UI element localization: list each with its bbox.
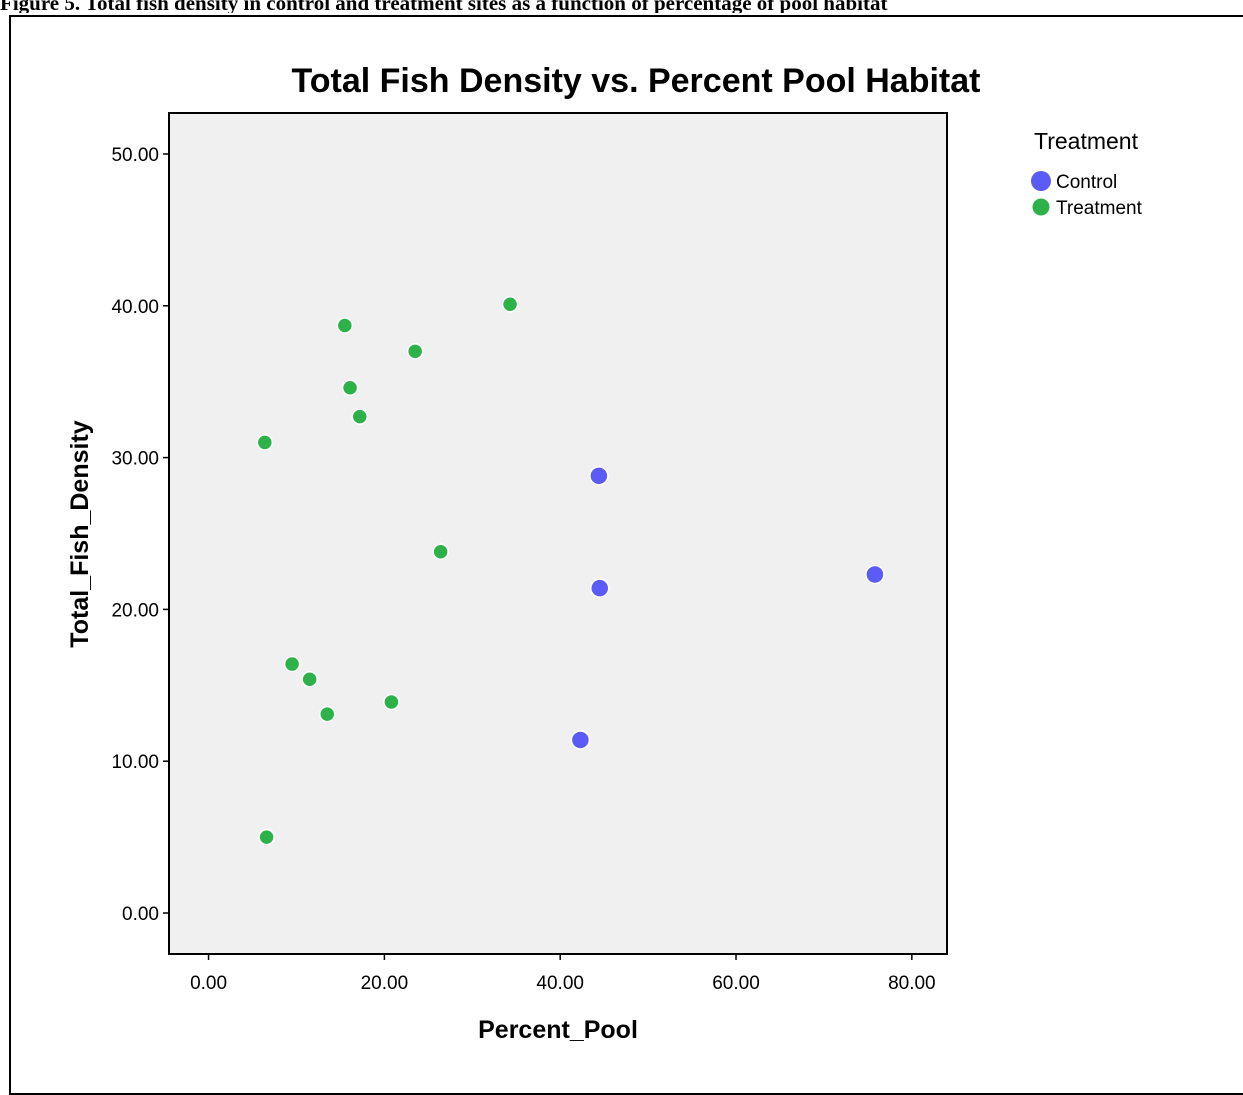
x-tick-label: 80.00: [888, 973, 936, 994]
data-point-treatment: [406, 343, 424, 360]
legend-label-control: Control: [1056, 172, 1117, 193]
data-points: [256, 296, 885, 846]
data-point-control: [865, 564, 885, 585]
data-point-treatment: [432, 543, 449, 560]
x-tick-label: 20.00: [361, 973, 409, 994]
data-point-treatment: [336, 317, 354, 334]
data-point-treatment: [283, 655, 301, 673]
data-point-treatment: [301, 670, 318, 688]
data-point-control: [589, 466, 609, 486]
data-point-treatment: [258, 828, 275, 846]
data-point-treatment: [318, 705, 336, 723]
legend-marker-control: [1031, 171, 1051, 191]
y-tick-label: 10.00: [111, 752, 159, 773]
data-point-treatment: [383, 693, 400, 711]
y-tick-label: 50.00: [111, 145, 159, 166]
y-tick-label: 40.00: [111, 297, 159, 318]
x-tick-label: 40.00: [536, 973, 584, 994]
data-point-treatment: [351, 408, 369, 425]
y-tick-label: 30.00: [111, 449, 159, 470]
y-tick-label: 0.00: [122, 904, 159, 925]
x-tick-label: 60.00: [712, 973, 760, 994]
y-axis: 0.00 10.00 20.00 30.00 40.00 50.00: [111, 145, 169, 925]
legend-marker-treatment: [1032, 198, 1050, 216]
x-axis-title: Percent_Pool: [478, 1016, 638, 1044]
y-tick-label: 20.00: [111, 600, 159, 621]
chart-title: Total Fish Density vs. Percent Pool Habi…: [292, 62, 981, 100]
legend: Treatment Control Treatment: [1031, 128, 1143, 219]
plot-area: [168, 112, 948, 955]
data-point-control: [590, 578, 610, 598]
data-point-treatment: [341, 379, 359, 397]
data-point-treatment: [501, 296, 519, 313]
y-axis-title: Total_Fish_Density: [66, 420, 94, 647]
figure-caption: Figure 5. Total fish density in control …: [0, 0, 888, 13]
legend-label-treatment: Treatment: [1056, 198, 1143, 219]
data-point-treatment: [256, 434, 274, 451]
legend-title: Treatment: [1034, 128, 1139, 154]
data-point-control: [570, 730, 591, 750]
x-tick-label: 0.00: [190, 973, 227, 994]
x-axis: 0.00 20.00 40.00 60.00 80.00: [190, 954, 936, 994]
